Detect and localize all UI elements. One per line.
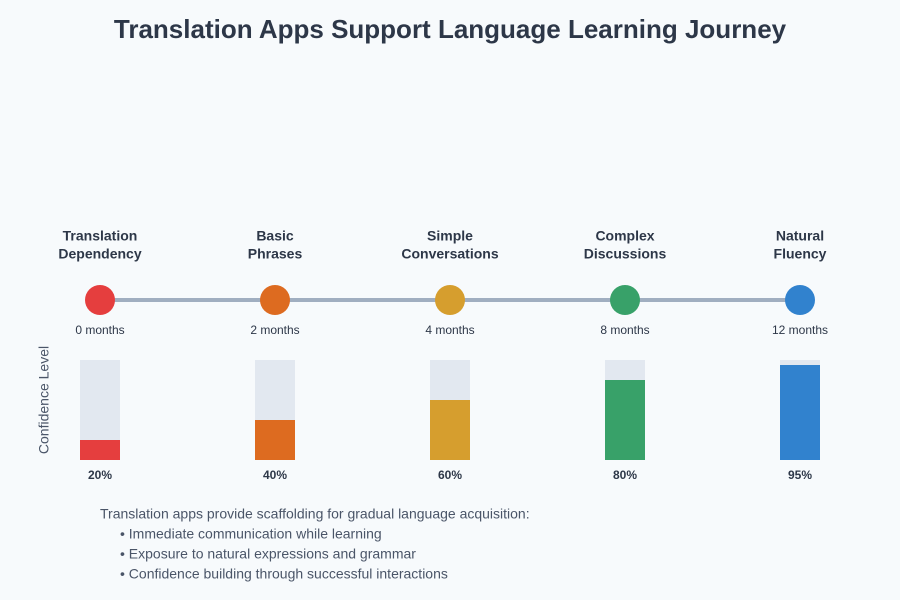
- note-bullet: • Exposure to natural expressions and gr…: [120, 546, 416, 562]
- stage-time: 8 months: [600, 323, 649, 337]
- confidence-bar: [430, 400, 470, 460]
- confidence-bar: [605, 380, 645, 460]
- stage-label: Basic: [256, 228, 294, 244]
- stage-label: Conversations: [401, 246, 498, 262]
- stage-label: Dependency: [58, 246, 141, 262]
- stage-label: Complex: [595, 228, 654, 244]
- stage-marker: [435, 285, 465, 315]
- title: Translation Apps Support Language Learni…: [114, 14, 787, 44]
- stage-marker: [260, 285, 290, 315]
- stage-label: Simple: [427, 228, 473, 244]
- stage-marker: [610, 285, 640, 315]
- stage-label: Natural: [776, 228, 824, 244]
- confidence-label: 80%: [613, 468, 637, 482]
- stage-time: 0 months: [75, 323, 124, 337]
- confidence-label: 20%: [88, 468, 112, 482]
- confidence-label: 95%: [788, 468, 812, 482]
- y-axis-label: Confidence Level: [36, 346, 52, 454]
- note-intro: Translation apps provide scaffolding for…: [100, 506, 530, 522]
- stage-time: 4 months: [425, 323, 474, 337]
- note-bullet: • Confidence building through successful…: [120, 566, 448, 582]
- confidence-label: 60%: [438, 468, 462, 482]
- stage-time: 12 months: [772, 323, 828, 337]
- confidence-label: 40%: [263, 468, 287, 482]
- stage-time: 2 months: [250, 323, 299, 337]
- stage-label: Discussions: [584, 246, 667, 262]
- stage-label: Phrases: [248, 246, 303, 262]
- note-bullet: • Immediate communication while learning: [120, 526, 382, 542]
- stage-label: Fluency: [774, 246, 827, 262]
- stage-marker: [785, 285, 815, 315]
- stage-label: Translation: [63, 228, 138, 244]
- confidence-bar: [255, 420, 295, 460]
- confidence-bar: [80, 440, 120, 460]
- confidence-bar: [780, 365, 820, 460]
- stage-marker: [85, 285, 115, 315]
